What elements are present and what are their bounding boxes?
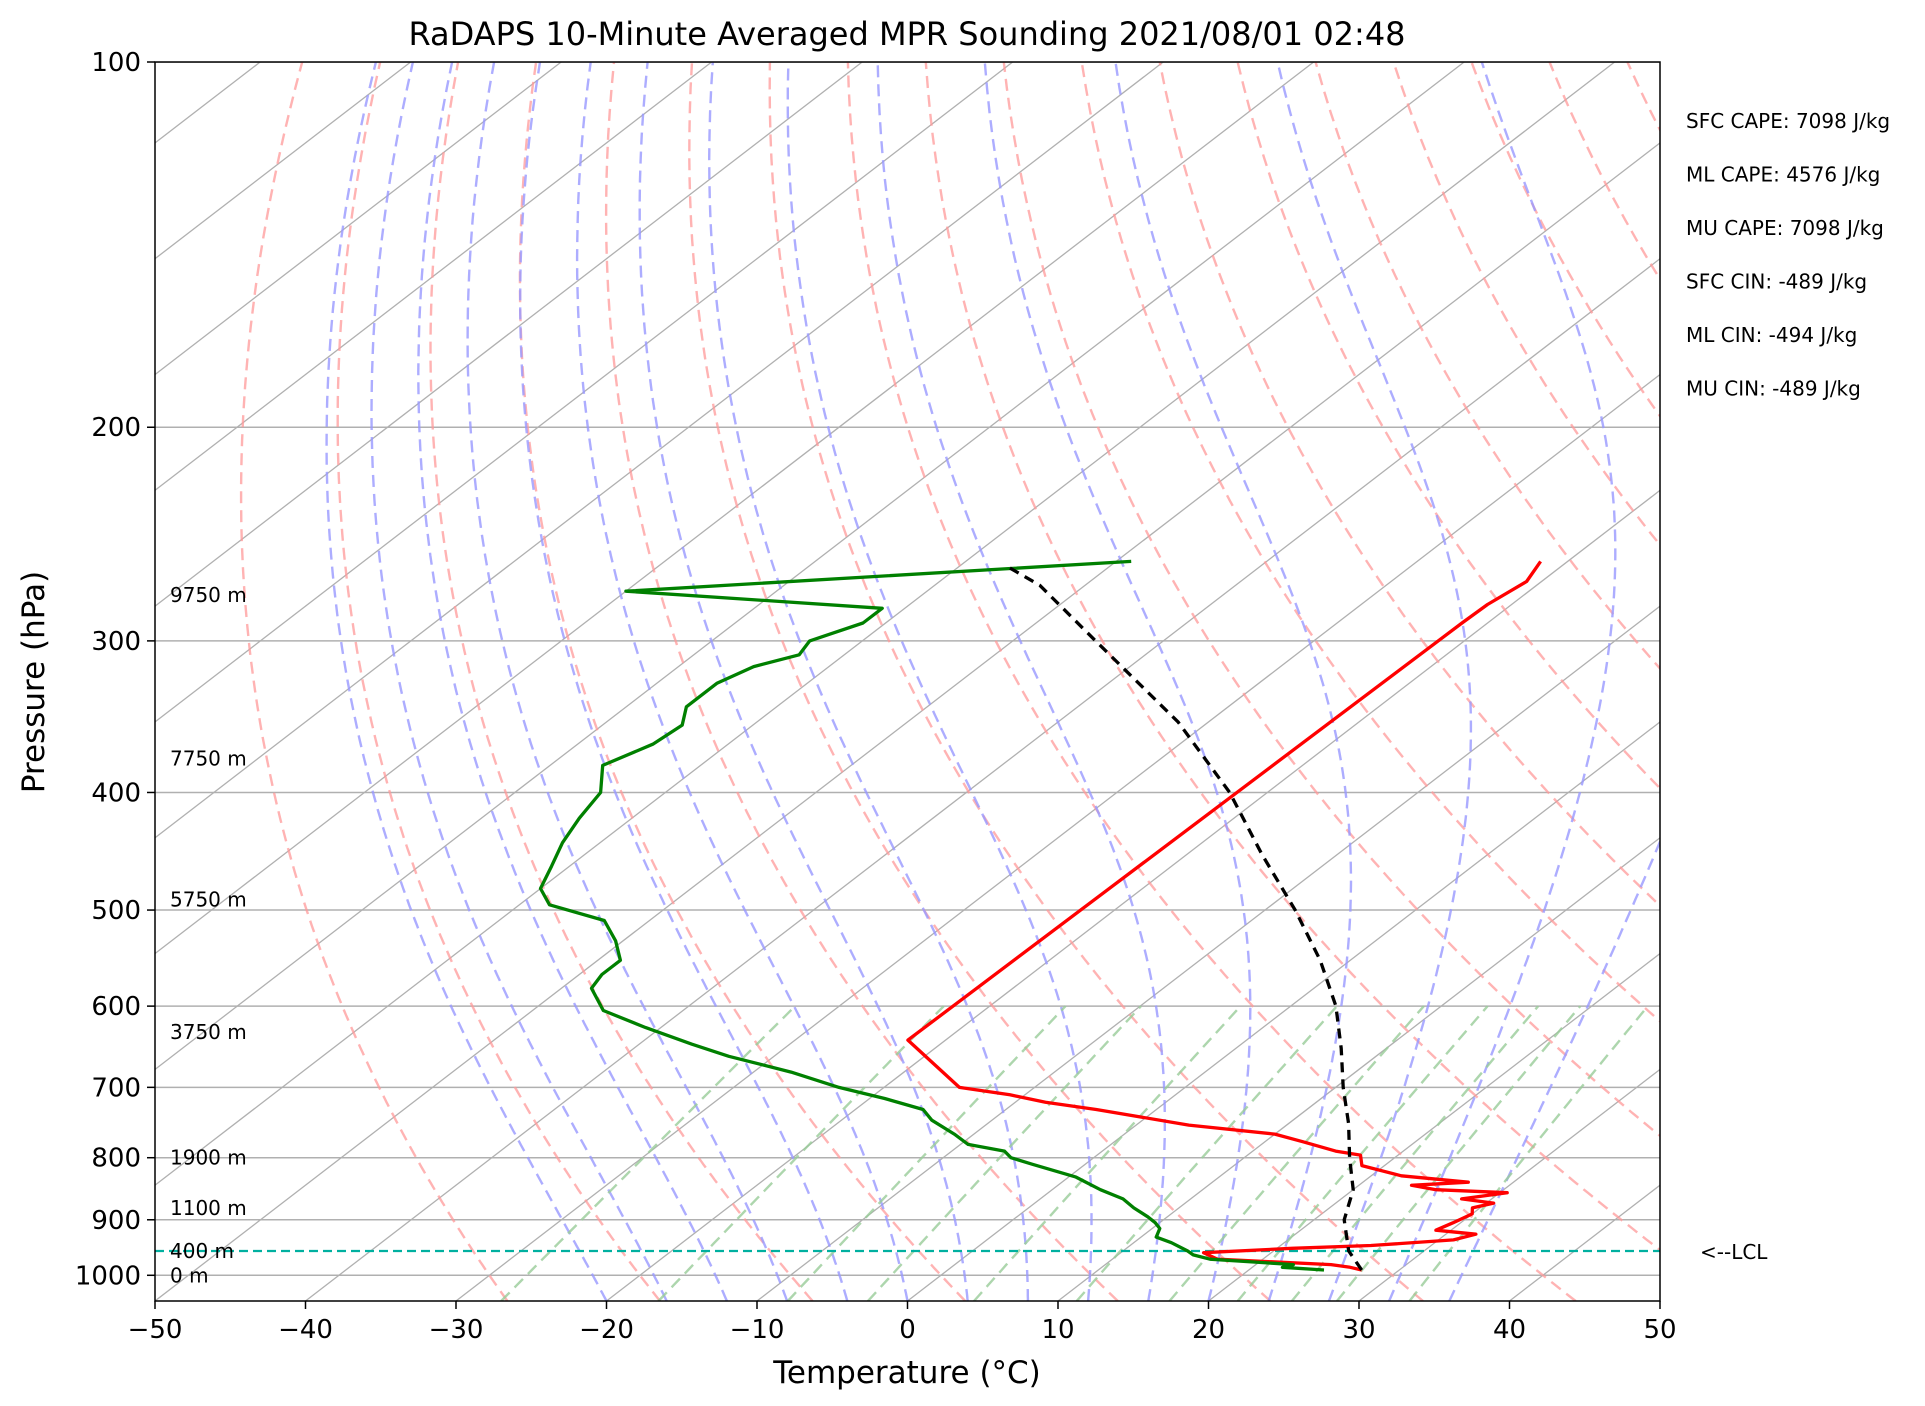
dry-adiabat-line <box>688 62 1272 1301</box>
isotherm-line <box>455 373 1660 1301</box>
mixing-ratio-line <box>500 1005 796 1301</box>
isotherm-line <box>907 721 1660 1301</box>
y-tick-label: 600 <box>91 992 141 1022</box>
y-tick-label: 800 <box>91 1144 141 1174</box>
stat-label: SFC CIN: -489 J/kg <box>1686 270 1867 294</box>
dry-adiabat-line <box>604 62 1119 1301</box>
mixing-ratio-line <box>786 1005 1067 1301</box>
mixing-ratio-line <box>1408 1005 1649 1301</box>
y-tick-label: 300 <box>91 627 141 657</box>
y-tick-label: 400 <box>91 778 141 808</box>
parcel-profile-line <box>1004 564 1364 1271</box>
series-layer <box>538 559 1542 1272</box>
height-label: 5750 m <box>170 887 247 911</box>
isotherm-line <box>155 62 1014 723</box>
mixing-ratio-line <box>1168 1005 1425 1301</box>
height-label: 1100 m <box>170 1196 247 1220</box>
moist-adiabat-line <box>876 62 1166 1301</box>
tick-layer: −50 −40 −30 −20 −10 0 10 20 30 40 50 100 200 300 400 50… <box>75 48 1677 1345</box>
x-axis-label: Temperature (°C) <box>772 1355 1041 1391</box>
isotherm-line <box>155 62 1465 1071</box>
mixing-ratio-line <box>867 1005 1142 1301</box>
dry-adiabat-line <box>1236 62 1660 790</box>
chart-title: RaDAPS 10-Minute Averaged MPR Sounding 2… <box>408 15 1405 53</box>
isotherm-line <box>155 62 863 607</box>
isotherm-line <box>155 62 1616 1187</box>
height-label: 7750 m <box>170 746 247 770</box>
dry-adiabat-line <box>768 62 1424 1301</box>
moist-adiabat-line <box>1276 62 1473 1301</box>
y-axis-label: Pressure (hPa) <box>16 571 52 793</box>
height-label: 3750 m <box>170 1020 247 1044</box>
y-tick-label: 500 <box>91 896 141 926</box>
dry-adiabat-line <box>518 62 967 1301</box>
moist-adiabat-line <box>325 62 608 1301</box>
stat-label: MU CAPE: 7098 J/kg <box>1686 216 1884 240</box>
y-tick-label: 200 <box>91 413 141 443</box>
dry-adiabat-line <box>924 62 1660 1252</box>
moist-adiabat-line <box>1388 62 1617 1301</box>
moist-adiabat-line <box>1448 838 1660 1301</box>
moist-adiabat-line <box>638 62 969 1301</box>
x-tick-label: −30 <box>429 1315 484 1345</box>
x-tick-label: 40 <box>1493 1315 1526 1345</box>
stat-label: ML CIN: -494 J/kg <box>1686 323 1857 347</box>
moist-adiabat-line <box>417 62 728 1301</box>
x-tick-label: 30 <box>1342 1315 1375 1345</box>
y-tick-label: 900 <box>91 1206 141 1236</box>
moist-adiabat-line <box>707 62 1030 1301</box>
y-tick-label: 100 <box>91 48 141 78</box>
stat-label: ML CAPE: 4576 J/kg <box>1686 163 1880 187</box>
temperature-profile-line <box>906 560 1542 1272</box>
dry-adiabat-line <box>1002 62 1660 1138</box>
dry-adiabat-line <box>1314 62 1660 671</box>
y-tick-label: 700 <box>91 1073 141 1103</box>
moist-adiabat-line <box>519 62 849 1301</box>
height-label: 0 m <box>170 1263 209 1287</box>
lcl-label: <--LCL <box>1700 1240 1768 1264</box>
grid-layer <box>155 62 1660 1301</box>
isotherm-line <box>155 62 1164 839</box>
isotherm-line <box>155 62 1315 955</box>
mixing-ratio-line <box>973 1005 1242 1301</box>
dry-adiabat-line <box>429 62 814 1301</box>
x-tick-label: −20 <box>579 1315 634 1345</box>
height-label: 1900 m <box>170 1146 247 1170</box>
moist-adiabat-line <box>575 62 909 1301</box>
dewpoint-profile-line <box>538 559 1325 1272</box>
dry-adiabat-line <box>1080 62 1660 1023</box>
x-tick-label: −40 <box>278 1315 333 1345</box>
isotherm-line <box>155 142 1660 1301</box>
x-tick-label: 0 <box>899 1315 916 1345</box>
moist-adiabat-line <box>786 62 1093 1301</box>
mixing-ratio-line <box>1075 1005 1338 1301</box>
x-tick-label: 10 <box>1041 1315 1074 1345</box>
y-tick-label: 1000 <box>75 1261 141 1291</box>
stat-label: SFC CAPE: 7098 J/kg <box>1686 109 1890 133</box>
mixing-ratio-line <box>1236 1005 1489 1301</box>
x-tick-label: 50 <box>1643 1315 1676 1345</box>
moist-adiabat-line <box>370 62 668 1301</box>
isotherm-line <box>1358 1068 1660 1301</box>
dry-adiabat-line <box>1158 62 1660 908</box>
x-tick-label: −50 <box>128 1315 183 1345</box>
x-tick-label: −10 <box>730 1315 785 1345</box>
mixing-ratio-line <box>657 1005 945 1301</box>
height-label: 9750 m <box>170 583 247 607</box>
x-tick-label: 20 <box>1192 1315 1225 1345</box>
moist-adiabat-line <box>1114 62 1353 1301</box>
isotherm-line <box>305 257 1660 1301</box>
stat-label: MU CIN: -489 J/kg <box>1686 377 1861 401</box>
moist-adiabat-line <box>466 62 789 1301</box>
isotherm-line <box>155 62 562 376</box>
isotherm-line <box>1208 952 1660 1301</box>
dry-adiabat-line <box>239 62 509 1301</box>
height-label: 400 m <box>170 1239 234 1263</box>
isotherm-line <box>155 62 713 492</box>
